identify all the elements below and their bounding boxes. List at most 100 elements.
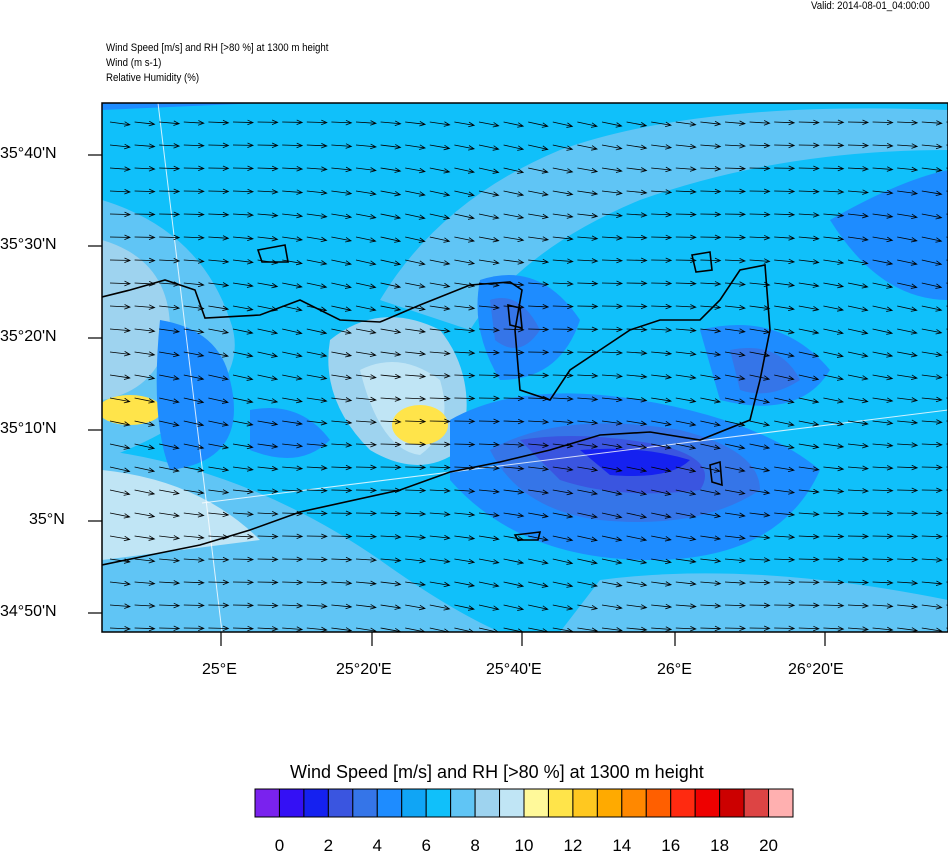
- wind-arrow: [109, 603, 131, 609]
- wind-arrow: [872, 420, 894, 426]
- wind-arrow: [552, 535, 574, 542]
- wind-arrow: [897, 351, 918, 358]
- wind-arrow: [897, 328, 918, 335]
- wind-arrow: [503, 395, 525, 402]
- colorbar-swatch: [621, 788, 647, 818]
- wind-arrow: [528, 512, 549, 519]
- wind-arrow: [306, 119, 328, 126]
- wind-arrow: [651, 581, 673, 587]
- wind-arrow: [577, 212, 599, 219]
- wind-arrow: [872, 603, 894, 609]
- wind-arrow: [429, 282, 451, 289]
- wind-arrow: [429, 488, 451, 494]
- wind-arrow: [232, 142, 255, 148]
- colorbar-label: 8: [470, 836, 480, 855]
- wind-arrow: [601, 257, 624, 264]
- wind-arrow: [208, 235, 230, 241]
- wind-arrow: [774, 235, 796, 241]
- wind-arrow: [282, 282, 303, 289]
- wind-arrow: [577, 512, 598, 519]
- wind-arrow: [528, 395, 550, 402]
- wind-arrow: [700, 234, 722, 241]
- wind-arrow: [331, 143, 353, 149]
- wind-arrow: [478, 604, 500, 611]
- wind-arrow: [897, 166, 919, 173]
- wind-arrow: [552, 121, 574, 128]
- wind-arrow: [109, 257, 132, 264]
- wind-arrow: [405, 328, 427, 334]
- wind-arrow: [232, 443, 254, 450]
- wind-arrow: [749, 142, 771, 149]
- wind-arrow: [478, 213, 500, 220]
- wind-arrow: [528, 144, 549, 151]
- wind-arrow: [675, 327, 697, 333]
- wind-arrow: [774, 282, 796, 288]
- wind-arrow: [921, 510, 943, 517]
- wind-arrow: [724, 535, 746, 541]
- wind-arrow: [134, 257, 156, 264]
- wind-arrow: [601, 443, 623, 450]
- wind-arrow: [282, 397, 303, 404]
- wind-arrow: [503, 442, 525, 448]
- wind-arrow: [478, 121, 500, 128]
- wind-arrow: [774, 602, 796, 608]
- wind-arrow: [651, 626, 673, 632]
- wind-arrow: [454, 581, 476, 588]
- wind-arrow: [897, 374, 918, 380]
- wind-arrow: [232, 119, 255, 126]
- wind-arrow: [774, 119, 796, 126]
- wind-arrow: [355, 120, 377, 126]
- wind-arrow: [208, 305, 230, 311]
- wind-arrow: [232, 420, 254, 427]
- wind-arrow: [872, 487, 894, 494]
- wind-arrow: [109, 351, 131, 357]
- wind-arrow: [552, 512, 574, 519]
- wind-arrow: [921, 487, 943, 493]
- wind-arrow: [798, 142, 820, 148]
- wind-arrow: [134, 351, 156, 357]
- wind-arrow: [823, 305, 845, 312]
- wind-arrow: [405, 213, 426, 220]
- wind-arrow: [405, 396, 427, 402]
- wind-arrow: [134, 281, 156, 287]
- wind-arrow: [405, 350, 427, 357]
- wind-arrow: [528, 303, 550, 310]
- wind-arrow: [159, 580, 181, 586]
- wind-arrow: [331, 464, 353, 471]
- wind-arrow: [675, 234, 697, 241]
- wind-arrow: [183, 489, 205, 495]
- wind-arrow: [232, 579, 255, 586]
- wind-arrow: [405, 305, 426, 312]
- wind-arrow: [405, 604, 426, 611]
- wind-arrow: [454, 282, 476, 288]
- wind-arrow: [331, 166, 353, 173]
- wind-arrow: [724, 374, 746, 381]
- wind-arrow: [528, 604, 549, 611]
- wind-arrow: [183, 328, 205, 335]
- wind-arrow: [528, 489, 549, 495]
- wind-arrow: [208, 443, 230, 450]
- wind-arrow: [257, 579, 279, 586]
- wind-arrow: [454, 488, 476, 494]
- colorbar-swatch: [425, 788, 452, 818]
- wind-arrow: [331, 259, 352, 266]
- wind-arrow: [528, 281, 550, 287]
- wind-arrow: [749, 534, 771, 541]
- colorbar-swatch: [254, 788, 280, 818]
- wind-arrow: [380, 259, 402, 266]
- wind-arrow: [700, 466, 721, 473]
- wind-arrow: [823, 189, 845, 195]
- wind-arrow: [380, 144, 402, 150]
- wind-arrow: [405, 282, 426, 289]
- wind-arrow: [306, 556, 328, 563]
- wind-arrow: [159, 397, 180, 404]
- wind-arrow: [847, 510, 870, 517]
- wind-arrow: [109, 121, 131, 127]
- wind-arrow: [872, 305, 894, 312]
- wind-arrow: [380, 190, 402, 197]
- colorbar-swatch: [303, 788, 329, 818]
- lat-label: 35°N: [29, 511, 65, 528]
- wind-arrow: [454, 535, 476, 541]
- wind-arrow: [454, 511, 476, 518]
